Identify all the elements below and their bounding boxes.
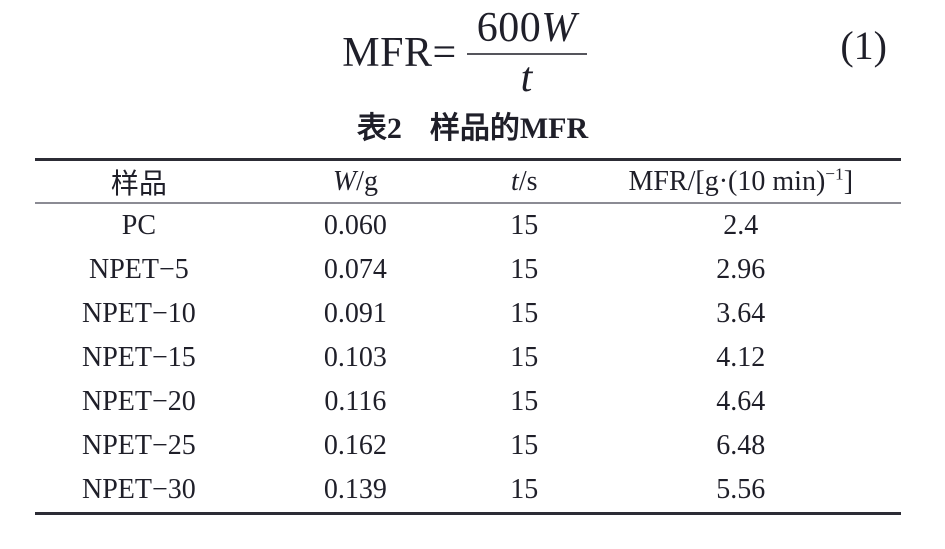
cell-mfr: 2.4 (723, 210, 759, 241)
table-row: NPET−30 0.139 15 5.56 (35, 468, 901, 514)
header-w-variable: W (332, 165, 357, 197)
table-row: NPET−5 0.074 15 2.96 (35, 248, 901, 292)
column-header-w: W/g (243, 160, 468, 204)
header-mfr-superscript: −1 (825, 164, 844, 184)
equation-lhs: MFR= (342, 30, 457, 76)
cell-t: 15 (510, 254, 539, 285)
equation-body: MFR= 600W t (342, 4, 587, 101)
cell-t: 15 (510, 342, 539, 373)
table-header-row: 样品 W/g t/s MFR/[g·(10 min)−1] (35, 160, 901, 204)
cell-sample: NPET−30 (82, 474, 196, 505)
numerator-coefficient: 600 (476, 4, 542, 51)
cell-mfr: 4.64 (716, 386, 766, 417)
cell-mfr: 3.64 (716, 298, 766, 329)
cell-mfr: 2.96 (716, 254, 766, 285)
fraction-denominator: t (520, 54, 533, 101)
cell-t: 15 (510, 210, 539, 241)
cell-sample: NPET−5 (89, 254, 189, 285)
table-row: NPET−10 0.091 15 3.64 (35, 292, 901, 336)
cell-mfr: 6.48 (716, 430, 766, 461)
cell-t: 15 (510, 298, 539, 329)
column-header-sample: 样品 (110, 168, 167, 200)
cell-t: 15 (510, 430, 539, 461)
cell-sample: NPET−20 (82, 386, 196, 417)
table-row: NPET−20 0.116 15 4.64 (35, 380, 901, 424)
table-title: 表2 样品的MFR (0, 112, 945, 145)
fraction-numerator: 600W (467, 4, 587, 51)
column-header-t: t/s (468, 160, 581, 204)
header-t-variable: t (511, 165, 519, 197)
cell-mfr: 5.56 (716, 474, 766, 505)
cell-t: 15 (510, 474, 539, 505)
cell-w: 0.162 (323, 430, 387, 461)
cell-mfr: 4.12 (716, 342, 766, 373)
cell-w: 0.103 (323, 342, 387, 373)
fraction-bar (466, 52, 587, 55)
table-title-label: 表2 (356, 112, 402, 145)
equation-number: (1) (840, 23, 887, 68)
table-title-text: 样品的MFR (429, 112, 589, 145)
cell-w: 0.139 (323, 474, 387, 505)
cell-w: 0.060 (323, 210, 387, 241)
numerator-variable: W (541, 4, 577, 51)
mfr-table: 样品 W/g t/s MFR/[g·(10 min)−1] PC 0.060 1… (35, 158, 901, 515)
cell-sample: NPET−15 (82, 342, 196, 373)
cell-sample: NPET−25 (82, 430, 196, 461)
cell-w: 0.116 (324, 386, 387, 417)
header-mfr-close: ] (843, 165, 854, 197)
table-row: NPET−25 0.162 15 6.48 (35, 424, 901, 468)
cell-w: 0.091 (323, 298, 387, 329)
header-w-unit: /g (356, 165, 378, 197)
column-header-mfr: MFR/[g·(10 min)−1] (581, 160, 901, 204)
table-row: PC 0.060 15 2.4 (35, 203, 901, 248)
equation-block: MFR= 600W t (1) (0, 0, 945, 100)
cell-sample: NPET−10 (82, 298, 196, 329)
header-t-unit: /s (518, 165, 538, 197)
cell-t: 15 (510, 386, 539, 417)
cell-sample: PC (121, 210, 157, 241)
table-row: NPET−15 0.103 15 4.12 (35, 336, 901, 380)
cell-w: 0.074 (323, 254, 387, 285)
equation-fraction: 600W t (466, 4, 587, 101)
header-mfr-main: MFR/[g·(10 min) (628, 165, 826, 197)
